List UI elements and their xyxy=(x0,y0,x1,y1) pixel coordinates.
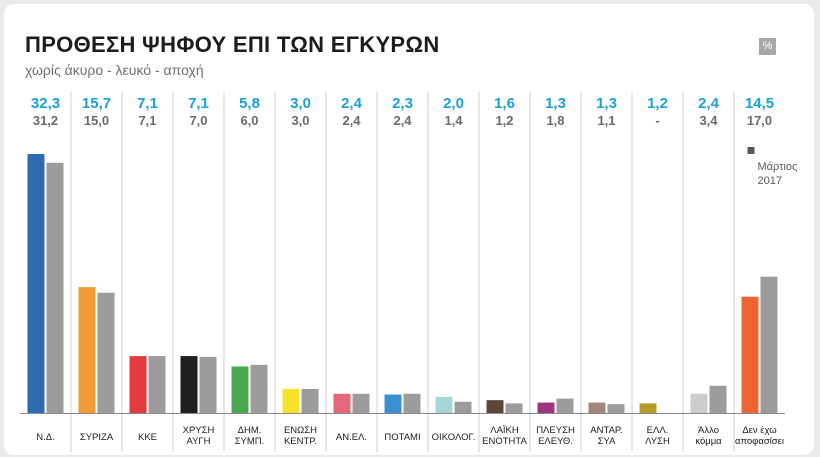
category-label: ΠΟΤΑΜΙ xyxy=(384,432,420,443)
chart-subtitle: χωρίς άκυρο - λευκό - αποχή xyxy=(25,62,204,78)
current-bar xyxy=(537,402,555,413)
previous-value-label: 31,2 xyxy=(33,113,58,128)
current-value-label: 7,1 xyxy=(188,95,209,112)
current-bar xyxy=(333,393,351,413)
legend-label: Μάρτιος xyxy=(758,161,798,173)
previous-value-label: 15,0 xyxy=(84,113,109,128)
previous-bar xyxy=(709,385,727,413)
category-label: ΟΙΚΟΛΟΓ. xyxy=(432,432,476,443)
previous-value-label: 17,0 xyxy=(747,113,772,128)
previous-value-label: 3,0 xyxy=(291,113,309,128)
current-value-label: 7,1 xyxy=(137,95,158,112)
previous-value-label: 7,1 xyxy=(138,113,156,128)
previous-bar xyxy=(97,292,115,413)
current-bar xyxy=(690,393,708,413)
category-label: ΣΥΑ xyxy=(598,436,617,447)
current-value-label: 2,4 xyxy=(698,95,720,112)
previous-bar xyxy=(454,401,472,413)
current-value-label: 5,8 xyxy=(239,95,260,112)
previous-bar xyxy=(46,162,64,413)
current-bar xyxy=(129,356,147,413)
previous-bar xyxy=(352,393,370,413)
previous-bar xyxy=(760,276,778,413)
category-label: ΑΥΓΗ xyxy=(186,436,210,447)
previous-value-label: 3,4 xyxy=(699,113,718,128)
category-label: ΕΝΟΤΗΤΑ xyxy=(482,436,527,447)
previous-bar xyxy=(607,404,625,413)
category-label: ΣΥΜΠ. xyxy=(235,436,265,447)
category-label: ΛΥΣΗ xyxy=(645,436,670,447)
previous-bar xyxy=(199,356,217,413)
category-label: κόμμα xyxy=(695,436,722,447)
category-label: ΕΛΛ. xyxy=(647,425,669,436)
current-value-label: 14,5 xyxy=(745,95,774,112)
previous-bar xyxy=(148,356,166,413)
previous-value-label: 7,0 xyxy=(189,113,207,128)
category-label: ΧΡΥΣΗ xyxy=(183,425,215,436)
previous-value-label: 1,4 xyxy=(444,113,463,128)
current-value-label: 2,3 xyxy=(392,95,413,112)
current-bar xyxy=(282,388,300,413)
previous-bar xyxy=(556,398,574,413)
current-bar xyxy=(486,400,504,413)
current-value-label: 3,0 xyxy=(290,95,311,112)
previous-value-label: 6,0 xyxy=(240,113,258,128)
category-label: Δεν έχω xyxy=(742,425,777,436)
category-label: ΑΝΤΑΡ. xyxy=(590,425,622,436)
category-label: ΣΥΡΙΖΑ xyxy=(80,432,114,443)
previous-value-label: - xyxy=(655,113,659,128)
current-bar xyxy=(384,394,402,413)
current-value-label: 1,6 xyxy=(494,95,515,112)
current-bar xyxy=(588,402,606,413)
current-bar xyxy=(639,403,657,413)
category-label: ΛΑΪΚΗ xyxy=(490,425,519,436)
category-label: ΠΛΕΥΣΗ xyxy=(536,425,575,436)
previous-bar xyxy=(250,364,268,413)
previous-value-label: 1,8 xyxy=(546,113,564,128)
current-value-label: 2,0 xyxy=(443,95,464,112)
category-label: ΚΕΝΤΡ. xyxy=(284,436,317,447)
previous-bar xyxy=(403,393,421,413)
current-bar xyxy=(741,296,759,413)
category-label: ΑΝ.ΕΛ. xyxy=(336,432,367,443)
current-value-label: 32,3 xyxy=(31,95,60,112)
category-label: ΕΝΩΣΗ xyxy=(284,425,317,436)
chart-title: ΠΡΟΘΕΣΗ ΨΗΦΟΥ ΕΠΙ ΤΩΝ ΕΓΚΥΡΩΝ xyxy=(25,32,440,57)
category-label: ΚΚΕ xyxy=(138,432,157,443)
previous-bar xyxy=(301,388,319,413)
current-value-label: 1,3 xyxy=(545,95,566,112)
current-value-label: 1,3 xyxy=(596,95,617,112)
previous-value-label: 2,4 xyxy=(342,113,361,128)
legend-swatch xyxy=(747,147,755,154)
percent-unit-badge: % xyxy=(759,38,776,55)
previous-value-label: 1,2 xyxy=(495,113,513,128)
category-label: ΔΗΜ. xyxy=(238,425,262,436)
current-value-label: 1,2 xyxy=(647,95,668,112)
current-bar xyxy=(435,396,453,413)
category-label: Άλλο xyxy=(698,425,719,436)
current-bar xyxy=(231,366,249,413)
current-value-label: 15,7 xyxy=(82,95,111,112)
legend-label: 2017 xyxy=(758,175,782,187)
previous-value-label: 2,4 xyxy=(393,113,412,128)
current-bar xyxy=(27,154,45,413)
previous-value-label: 1,1 xyxy=(597,113,615,128)
category-label: αποφασίσει xyxy=(735,436,784,447)
previous-bar xyxy=(505,403,523,413)
current-bar xyxy=(78,287,96,413)
category-label: Ν.Δ. xyxy=(36,432,55,443)
current-value-label: 2,4 xyxy=(341,95,363,112)
category-label: ΕΛΕΥΘ. xyxy=(538,436,573,447)
current-bar xyxy=(180,356,198,413)
